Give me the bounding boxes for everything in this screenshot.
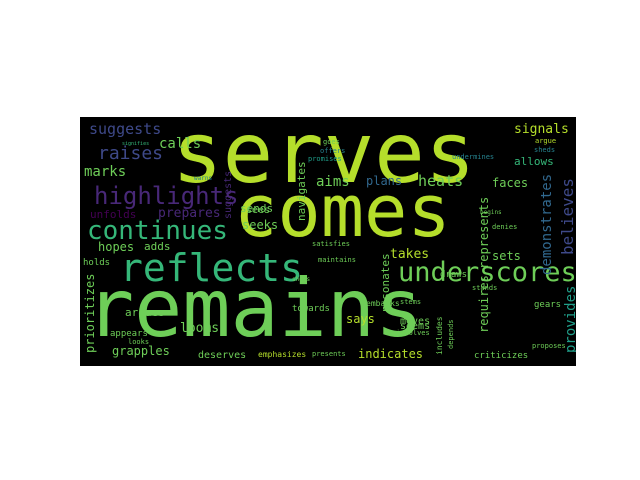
word-says: says [346, 312, 375, 326]
word-emphasizes: emphasizes [258, 350, 307, 359]
word-includes: includes [435, 316, 444, 355]
word-looms: looms [180, 321, 220, 336]
word-stems: stems [400, 298, 422, 306]
word-gears: gears [534, 300, 562, 310]
word-depends: depends [447, 319, 455, 349]
word-maintains: maintains [318, 256, 356, 264]
word-grapples: grapples [112, 344, 170, 358]
word-prepares: prepares [158, 206, 221, 221]
word-criticizes: criticizes [474, 351, 529, 361]
word-adds: adds [144, 240, 171, 253]
word-argues: argues [125, 306, 165, 319]
word-prioritizes: prioritizes [83, 273, 97, 353]
word-faces: faces [492, 176, 529, 190]
word-remains: remains [86, 262, 424, 355]
word-unfolds: unfolds [90, 208, 137, 221]
word-takes: takes [390, 247, 430, 262]
word-presents: presents [312, 350, 346, 358]
word-marks: marks [84, 164, 127, 180]
word-believes: believes [558, 177, 576, 255]
word-calls: calls [159, 136, 202, 152]
word-embarks: embarks [366, 299, 400, 308]
word-towards: towards [292, 304, 330, 314]
word-sees: sees [246, 205, 271, 216]
word-stands: stands [472, 284, 498, 292]
word-signifies: signifies [122, 141, 150, 147]
word-sets: sets [492, 249, 521, 263]
word-draws: draws [440, 270, 468, 280]
word-moves: moves [400, 316, 431, 327]
word-demonstrates: demonstrates [539, 173, 555, 275]
word-underscores: underscores [398, 257, 576, 288]
word-promises: promises [308, 155, 342, 163]
word-requires: requires [477, 275, 491, 333]
word-raises: raises [98, 143, 164, 164]
word-comes: comes [234, 169, 451, 253]
word-deserves: deserves [198, 350, 247, 361]
word-denies: denies [492, 223, 518, 231]
word-heats: heats [418, 172, 464, 190]
word-represents: represents [477, 196, 491, 269]
word-proposes: proposes [532, 342, 566, 350]
word-continues: continues [87, 216, 228, 246]
word-involves: involves [396, 329, 430, 337]
word-cloud: serves comes remains reflects underscore… [80, 117, 576, 366]
word-highlights: highlights [94, 182, 239, 210]
word-hopes: hopes [98, 240, 135, 254]
word-suggests-vertical: suggests [223, 170, 234, 219]
word-shows: shows [292, 276, 311, 283]
word-indicates: indicates [358, 347, 424, 361]
word-looks: looks [128, 338, 150, 346]
word-aims: aims [316, 174, 350, 190]
word-argue: argue [535, 137, 557, 145]
word-appears: appears [110, 329, 148, 339]
word-suggests: suggests [89, 120, 162, 138]
word-plans: plans [366, 174, 403, 188]
word-signals: signals [514, 122, 569, 137]
word-undermines: undermines [452, 153, 495, 161]
word-goes: goes [323, 138, 340, 146]
word-seems: seems [400, 321, 431, 332]
word-offers: offers [320, 147, 346, 155]
word-resonates: resonates [379, 253, 392, 313]
word-allows: allows [514, 155, 554, 168]
word-sends: sends [240, 202, 274, 215]
word-seeks: seeks [242, 218, 279, 232]
word-holds: holds [83, 258, 111, 268]
word-satisfies: satisfies [312, 240, 350, 248]
word-reflects: reflects [120, 246, 304, 290]
word-provides: provides [563, 285, 576, 353]
word-warns: warns [194, 175, 213, 182]
word-begins: begins [480, 209, 502, 216]
word-serves: serves [172, 117, 476, 202]
word-navigates: navigates [295, 161, 308, 221]
word-sheds: sheds [534, 146, 556, 154]
